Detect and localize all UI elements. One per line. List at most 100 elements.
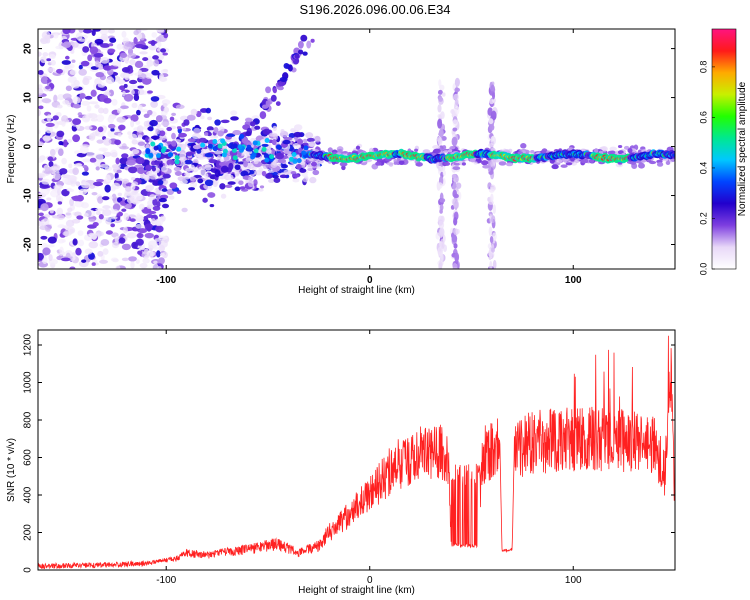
noise-speckle [88,113,98,119]
noise-speckle [111,193,117,202]
noise-speckle [152,198,158,206]
noise-speckle [45,85,51,90]
transition-speckle [200,115,205,120]
noise-speckle [111,98,118,106]
streak-speckle [453,217,458,226]
streak-speckle [453,93,460,101]
noise-speckle [45,244,55,248]
noise-speckle [110,223,116,228]
noise-speckle [84,234,93,242]
noise-speckle [140,245,146,251]
noise-speckle [86,105,92,112]
colorbar-tick-label: 0.6 [698,111,708,124]
spectrogram-y-tick-label: -20 [23,237,34,252]
noise-speckle [72,195,82,202]
transition-hotspot [174,159,180,165]
noise-speckle [72,238,78,246]
noise-speckle [130,114,139,122]
noise-speckle [135,224,143,229]
noise-speckle [117,133,122,137]
spectrogram-x-ticks: -100 0 100 [156,29,582,286]
noise-speckle [61,115,69,123]
transition-speckle [234,164,241,171]
transition-speckle [239,186,246,190]
noise-speckle [161,203,170,209]
noise-speckle [102,151,112,157]
noise-speckle [80,60,90,67]
ridge-halo [541,148,548,154]
streak-speckle [492,204,496,215]
noise-speckle [40,203,49,212]
noise-speckle [76,152,87,158]
noise-speckle [41,31,51,40]
noise-speckle [65,211,72,219]
chirp-blob [259,111,267,120]
transition-speckle [293,124,303,131]
noise-speckle [96,139,104,144]
noise-speckle [142,57,149,62]
transition-speckle [290,170,297,175]
streak-speckle [451,136,458,147]
transition-hotspot [153,145,159,151]
ridge-halo [580,158,589,164]
transition-speckle [238,180,244,186]
ridge-halo [627,148,633,153]
transition-speckle [197,178,204,184]
noise-speckle [56,130,65,138]
transition-speckle [283,136,293,141]
noise-speckle [62,177,68,184]
transition-speckle [259,185,265,189]
streak-speckle [455,175,459,183]
ridge-halo [649,160,657,165]
noise-speckle [152,55,159,60]
snr-y-tick-label: 600 [23,449,34,466]
ridge-halo [422,149,431,154]
noise-speckle [124,73,130,81]
noise-speckle [38,99,43,104]
noise-speckle [78,38,87,42]
transition-speckle [145,185,153,192]
ridge-halo [339,162,348,167]
transition-speckle [220,193,227,199]
noise-speckle [55,45,64,50]
noise-speckle [40,56,48,64]
ridge-halo [656,162,664,167]
ridge-halo [473,161,478,165]
noise-speckle [82,158,93,163]
noise-speckle [134,43,145,49]
noise-speckle [47,67,56,72]
transition-speckle [232,130,242,136]
noise-speckle [57,201,63,205]
noise-speckle [111,163,121,169]
noise-speckle [116,169,122,174]
transition-speckle [275,152,285,160]
noise-speckle [69,198,75,207]
noise-speckle [126,232,137,239]
noise-speckle [124,41,135,48]
noise-speckle [94,153,104,162]
noise-speckle [77,230,84,237]
snr-series-line [38,335,675,570]
transition-hotspot [168,152,174,158]
noise-speckle [92,222,99,227]
transition-speckle [292,178,300,183]
noise-speckle [134,193,143,201]
transition-speckle [254,125,261,130]
chirp-blob [214,169,221,178]
transition-hotspot [220,138,226,144]
ridge-halo [414,148,419,152]
transition-hotspot [148,152,154,158]
noise-speckle [42,135,53,141]
ridge-halo [432,145,441,150]
noise-speckle [105,230,113,235]
transition-hotspot [160,148,166,153]
transition-hotspot [292,158,298,164]
noise-speckle [57,224,66,229]
transition-speckle [188,187,196,191]
spectrogram-y-tick-label: -10 [23,188,34,203]
colorbar: 0.0 0.2 0.4 0.6 0.8 Normalized spectral ampl… [698,28,748,275]
noise-speckle [121,178,130,184]
transition-speckle [299,168,307,173]
noise-speckle [88,241,99,249]
noise-speckle [99,57,110,64]
